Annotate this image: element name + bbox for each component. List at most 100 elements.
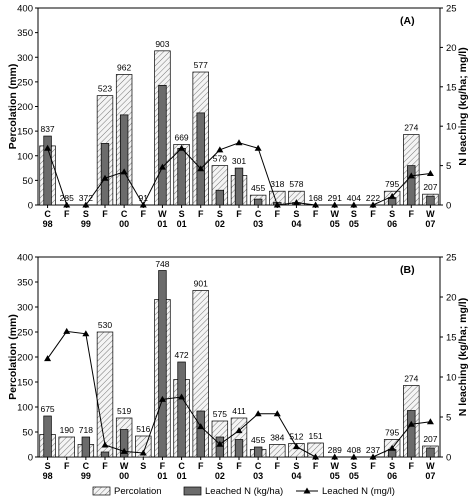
- percolation-bar: [58, 436, 75, 458]
- leached-n-mg-marker: [292, 443, 300, 450]
- y-left-tick-label: 250: [17, 77, 33, 88]
- x-tick-label-season: F: [275, 209, 281, 219]
- y-left-tick-label: 300: [17, 303, 33, 314]
- data-label: 318: [270, 179, 284, 189]
- data-label: 372: [79, 193, 93, 203]
- data-label: 151: [308, 431, 322, 441]
- legend-swatch-leached-kg: [183, 486, 202, 496]
- leached-n-mg-marker: [235, 139, 243, 146]
- x-tick-label-year: 99: [81, 471, 91, 481]
- percolation-bar: [269, 444, 286, 458]
- leached-n-kg-bar: [407, 410, 416, 458]
- leached-n-mg-marker: [312, 201, 320, 208]
- x-tick-label-season: F: [409, 209, 415, 219]
- x-tick-label-season: W: [330, 461, 339, 471]
- y-left-tick-label: 200: [17, 102, 33, 113]
- leached-n-kg-bar: [215, 189, 225, 206]
- x-tick-label-season: S: [45, 461, 51, 471]
- leached-n-mg-marker: [350, 453, 358, 460]
- leached-n-mg-marker: [120, 168, 128, 175]
- data-label: 455: [251, 435, 265, 445]
- legend-marker-leached-mg: [303, 487, 311, 494]
- leached-n-kg-bar: [426, 447, 435, 458]
- leached-n-mg-marker: [197, 165, 205, 172]
- leached-n-kg-bar: [253, 198, 263, 206]
- x-tick-label-year: 02: [215, 219, 225, 229]
- leached-n-mg-marker: [388, 444, 396, 451]
- leached-n-mg-marker: [292, 199, 300, 206]
- x-tick-label-season: F: [160, 461, 166, 471]
- x-tick-label-season: F: [198, 461, 204, 471]
- x-tick-label-season: F: [102, 461, 108, 471]
- leached-n-kg-bar: [426, 195, 435, 206]
- x-tick-label-year: 01: [157, 219, 167, 229]
- legend-label-leached-kg: Leached N (kg/ha): [205, 486, 283, 497]
- data-label: 404: [347, 193, 361, 203]
- data-label: 577: [194, 60, 208, 70]
- x-tick-label-year: 04: [291, 471, 301, 481]
- leached-n-kg-bar: [234, 167, 244, 206]
- x-tick-label-season: W: [120, 461, 129, 471]
- data-label: 516: [136, 424, 150, 434]
- x-tick-label-season: F: [236, 209, 242, 219]
- data-label: 748: [155, 259, 169, 269]
- y-left-tick-label: 400: [17, 253, 33, 264]
- x-tick-label-year: 01: [177, 219, 187, 229]
- legend: Percolation Leached N (kg/ha) Leached N …: [92, 486, 395, 497]
- leached-n-kg-bar: [177, 361, 186, 458]
- y-right-tick-label: 5: [446, 413, 451, 424]
- data-label: 222: [366, 193, 380, 203]
- x-tick-label-year: 05: [330, 471, 340, 481]
- percolation-bar: [96, 331, 114, 458]
- leached-n-kg-bar: [177, 148, 186, 206]
- x-tick-label-season: S: [179, 209, 185, 219]
- data-label: 718: [79, 425, 93, 435]
- x-tick-label-season: F: [64, 461, 70, 471]
- leached-n-mg-marker: [158, 395, 166, 402]
- y-left-axis-title: Percolation (mm): [7, 64, 19, 150]
- data-label: 455: [251, 183, 265, 193]
- x-tick-label-year: 07: [425, 219, 435, 229]
- x-tick-label-year: 05: [349, 219, 359, 229]
- data-label: 408: [347, 445, 361, 455]
- x-tick-label-season: S: [293, 209, 299, 219]
- x-tick-label-season: S: [140, 461, 146, 471]
- x-tick-label-season: W: [330, 209, 339, 219]
- y-right-tick-label: 20: [446, 293, 457, 304]
- x-tick-label-year: 98: [43, 471, 53, 481]
- y-left-tick-label: 150: [17, 127, 33, 138]
- x-tick-label-season: C: [83, 461, 90, 471]
- data-label: 289: [328, 445, 342, 455]
- x-tick-label-year: 04: [291, 219, 301, 229]
- y-left-tick-label: 50: [22, 176, 33, 187]
- x-tick-label-year: 01: [177, 471, 187, 481]
- leached-n-mg-marker: [273, 201, 281, 208]
- x-tick-label-season: S: [217, 209, 223, 219]
- leached-n-mg-marker: [178, 144, 186, 151]
- leached-n-mg-marker: [426, 418, 434, 425]
- x-tick-label-season: F: [370, 209, 376, 219]
- x-tick-label-year: 03: [253, 219, 263, 229]
- leached-n-mg-marker: [254, 410, 262, 417]
- y-right-axis-title: N leaching (kg/ha; mg/l): [457, 298, 469, 416]
- data-label: 512: [289, 432, 303, 442]
- x-tick-label-season: W: [426, 461, 435, 471]
- data-label: 274: [404, 374, 418, 384]
- legend-label-leached-mg: Leached N (mg/l): [322, 486, 395, 497]
- leached-n-mg-marker: [369, 453, 377, 460]
- leached-n-kg-bar: [119, 429, 129, 458]
- data-label: 190: [60, 425, 74, 435]
- leached-n-mg-marker: [44, 355, 52, 362]
- x-tick-label-season: S: [293, 461, 299, 471]
- data-label: 675: [40, 404, 54, 414]
- leached-n-mg-marker: [197, 423, 205, 430]
- y-left-tick-label: 200: [17, 353, 33, 364]
- y-right-tick-label: 15: [446, 82, 457, 93]
- leached-n-mg-marker: [216, 440, 224, 447]
- data-label: 795: [385, 179, 399, 189]
- panel-label: (A): [400, 15, 415, 27]
- x-tick-label-season: F: [409, 461, 415, 471]
- data-label: 903: [155, 39, 169, 49]
- y-right-tick-label: 25: [446, 4, 457, 15]
